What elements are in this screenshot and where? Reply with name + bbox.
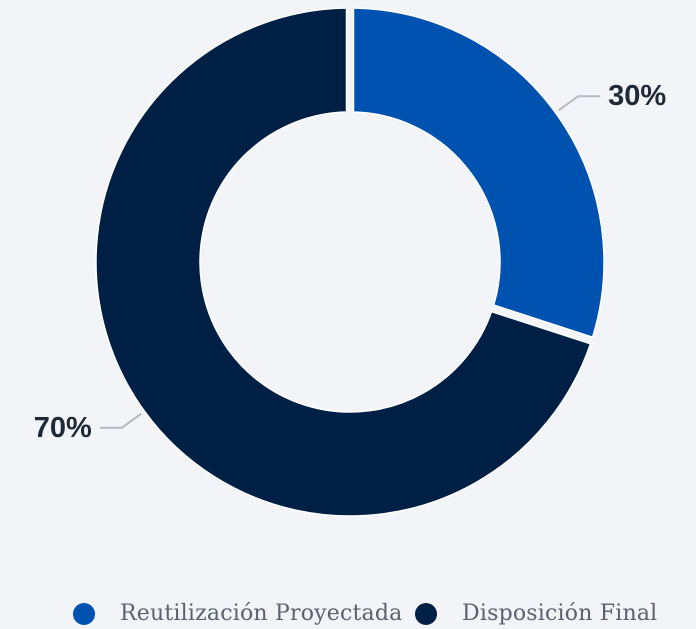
legend-marker-disposicion xyxy=(415,602,437,625)
legend-marker-reutilizacion xyxy=(73,602,95,625)
legend-label-disposicion: Disposición Final xyxy=(462,601,658,626)
donut-slice-disposicion-final[interactable] xyxy=(95,7,592,517)
legend-item-disposicion[interactable]: Disposición Final xyxy=(415,598,657,629)
donut-slice-reutilizacion-proyectada[interactable] xyxy=(352,7,605,338)
chart-legend: Reutilización Proyectada Disposición Fin… xyxy=(0,598,696,629)
donut-chart: 30% 70% xyxy=(34,7,666,517)
leader-line-reutilizacion-proyectada xyxy=(558,95,601,112)
donut-chart-svg: 30% 70% xyxy=(34,7,666,517)
data-label-disposicion-final: 70% xyxy=(34,412,92,444)
legend-label-reutilizacion: Reutilización Proyectada xyxy=(120,601,403,626)
legend-item-reutilizacion[interactable]: Reutilización Proyectada xyxy=(73,598,402,629)
data-label-reutilizacion-proyectada: 30% xyxy=(608,80,666,112)
leader-line-disposicion-final xyxy=(99,412,142,429)
